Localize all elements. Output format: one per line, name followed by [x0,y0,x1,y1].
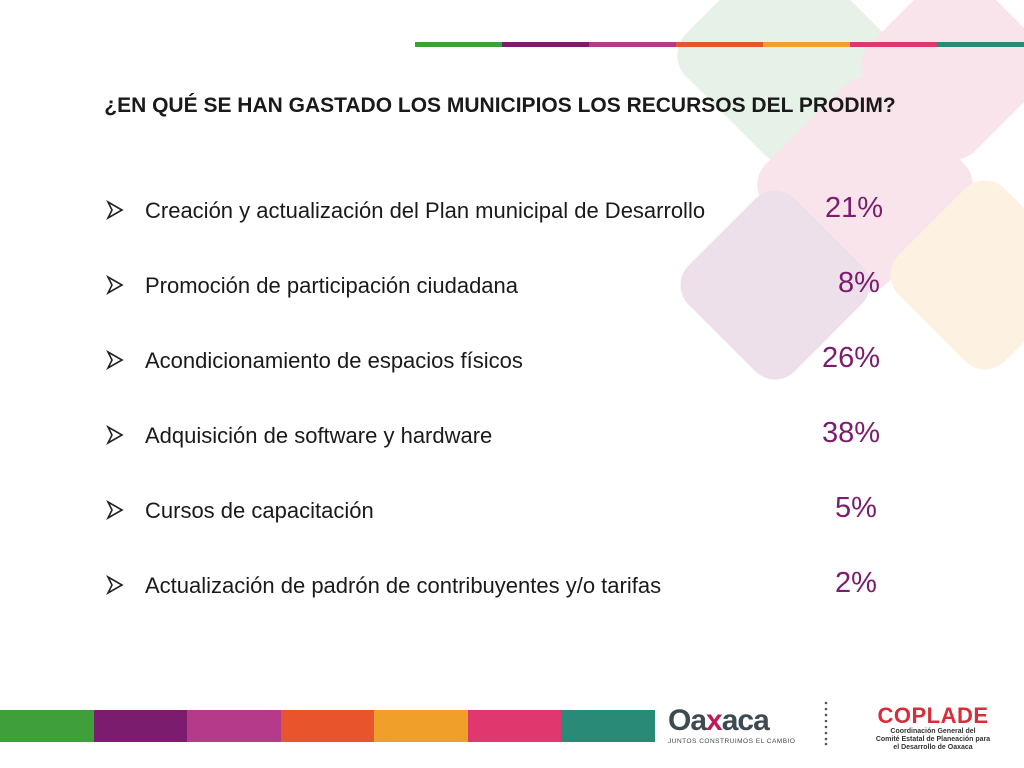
item-percent: 2% [835,567,877,599]
oaxaca-logo: Oaxaca JUNTOS CONSTRUIMOS EL CAMBIO [668,704,795,750]
coplade-subtitle-line: Coordinación General del [890,728,976,735]
arrowhead-bullet-icon [106,350,124,370]
list-item: Adquisición de software y hardware 38% [105,417,905,494]
list-item: Promoción de participación ciudadana 8% [105,267,905,344]
item-percent: 38% [822,417,881,449]
item-label: Promoción de participación ciudadana [145,273,519,298]
coplade-wordmark: COPLADE [877,703,989,728]
arrowhead-bullet-icon [106,500,124,520]
item-percent: 8% [838,267,880,299]
item-label: Acondicionamiento de espacios físicos [145,348,523,373]
item-label: Creación y actualización del Plan munici… [145,198,706,223]
bottom-color-stripe [0,710,656,742]
spending-list: Creación y actualización del Plan munici… [105,192,905,644]
list-item: Acondicionamiento de espacios físicos 26… [105,342,905,419]
arrowhead-bullet-icon [106,275,124,295]
coplade-subtitle-line: el Desarrollo de Oaxaca [893,744,973,751]
item-percent: 5% [835,492,877,524]
coplade-logo: COPLADE Coordinación General del Comité … [868,704,998,752]
oaxaca-tagline: JUNTOS CONSTRUIMOS EL CAMBIO [668,738,796,745]
arrowhead-bullet-icon [106,200,124,220]
top-color-stripe [415,42,1024,47]
list-item: Actualización de padrón de contribuyente… [105,567,905,644]
item-percent: 26% [822,342,881,374]
list-item: Cursos de capacitación 5% [105,492,905,569]
item-label: Actualización de padrón de contribuyente… [145,573,662,598]
coplade-subtitle-line: Comité Estatal de Planeación para [875,736,991,743]
slide-title: ¿EN QUÉ SE HAN GASTADO LOS MUNICIPIOS LO… [104,94,896,117]
item-percent: 21% [825,192,884,224]
arrowhead-bullet-icon [106,575,124,595]
item-label: Cursos de capacitación [145,498,374,523]
item-label: Adquisición de software y hardware [145,423,493,448]
oaxaca-wordmark: Oaxaca [668,704,770,737]
list-item: Creación y actualización del Plan munici… [105,192,905,269]
dotted-divider [824,701,828,746]
arrowhead-bullet-icon [106,425,124,445]
